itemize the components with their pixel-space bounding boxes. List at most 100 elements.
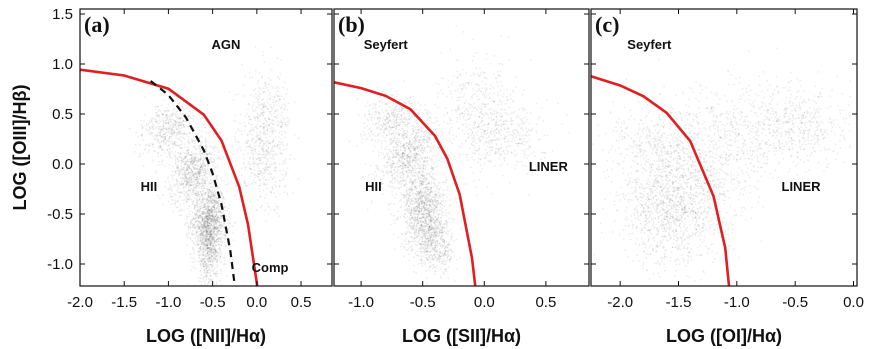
density-point	[269, 143, 271, 145]
density-point	[441, 230, 444, 232]
density-point	[200, 192, 202, 194]
density-point	[262, 157, 264, 159]
density-point	[422, 178, 424, 180]
density-point	[408, 194, 410, 196]
density-point	[259, 93, 261, 95]
density-point	[209, 209, 211, 211]
density-point	[421, 203, 423, 205]
density-point	[216, 239, 218, 241]
density-point	[189, 161, 191, 163]
density-point	[139, 152, 141, 155]
density-point	[218, 221, 221, 223]
density-point	[415, 208, 417, 211]
density-point	[209, 218, 211, 220]
density-point	[257, 98, 259, 100]
density-point	[214, 250, 216, 252]
density-point	[405, 183, 407, 185]
density-point	[415, 213, 417, 215]
density-point	[163, 136, 166, 138]
density-point	[413, 236, 416, 239]
density-point	[195, 184, 197, 186]
density-point	[414, 161, 417, 163]
density-point	[202, 198, 204, 201]
density-point	[150, 119, 152, 121]
density-point	[219, 237, 221, 240]
density-point	[418, 192, 420, 194]
density-point	[217, 227, 219, 229]
density-point	[200, 221, 202, 223]
density-point	[417, 217, 419, 220]
density-point	[423, 179, 425, 181]
density-point	[211, 214, 214, 216]
density-point	[201, 260, 203, 263]
density-point	[417, 223, 419, 225]
density-point	[413, 212, 415, 214]
density-point	[194, 187, 197, 190]
density-point	[197, 160, 199, 163]
density-point	[259, 153, 261, 156]
density-point	[206, 247, 208, 249]
density-point	[210, 183, 212, 185]
density-point	[244, 76, 246, 78]
density-point	[260, 195, 262, 198]
density-point	[258, 173, 261, 175]
density-point	[185, 168, 188, 171]
density-point	[270, 127, 273, 129]
density-point	[204, 255, 207, 257]
density-point	[412, 159, 414, 161]
density-point	[435, 207, 438, 209]
density-point	[410, 218, 412, 220]
density-point	[422, 216, 424, 218]
density-point	[183, 190, 185, 193]
density-point	[414, 233, 416, 236]
density-point	[196, 162, 198, 164]
density-point	[415, 153, 418, 156]
density-point	[211, 233, 213, 235]
density-point	[166, 109, 169, 112]
density-point	[418, 171, 420, 173]
density-point	[210, 223, 213, 225]
density-point	[204, 217, 206, 219]
density-point	[200, 144, 202, 146]
density-point	[177, 161, 179, 163]
density-point	[428, 207, 430, 209]
density-point	[216, 251, 218, 253]
density-point	[208, 171, 210, 173]
density-point	[198, 179, 200, 181]
density-point	[198, 280, 200, 283]
density-point	[446, 223, 448, 225]
density-point	[204, 239, 207, 241]
density-point	[275, 116, 278, 119]
density-point	[422, 243, 424, 246]
density-point	[206, 229, 208, 231]
density-point	[251, 152, 254, 154]
density-point	[445, 221, 448, 223]
density-point	[388, 131, 390, 133]
density-point	[425, 217, 427, 219]
density-point	[177, 166, 179, 168]
density-point	[198, 187, 200, 189]
density-point	[263, 123, 265, 125]
density-point	[185, 182, 188, 185]
density-point	[423, 255, 425, 257]
density-point	[213, 225, 215, 228]
density-point	[412, 213, 414, 215]
density-point	[425, 186, 427, 188]
density-point	[187, 126, 189, 128]
density-point	[205, 227, 207, 230]
density-point	[205, 263, 207, 265]
density-point	[262, 147, 264, 149]
density-point	[222, 234, 224, 237]
density-point	[266, 166, 268, 168]
density-point	[425, 220, 427, 222]
density-point	[430, 216, 432, 219]
density-point	[420, 197, 422, 199]
density-point	[442, 211, 444, 213]
density-point	[426, 223, 429, 225]
density-point	[199, 247, 202, 249]
density-point	[207, 221, 209, 223]
density-point	[212, 244, 215, 247]
density-point	[213, 133, 215, 136]
density-point	[208, 189, 211, 191]
density-point	[212, 224, 214, 226]
